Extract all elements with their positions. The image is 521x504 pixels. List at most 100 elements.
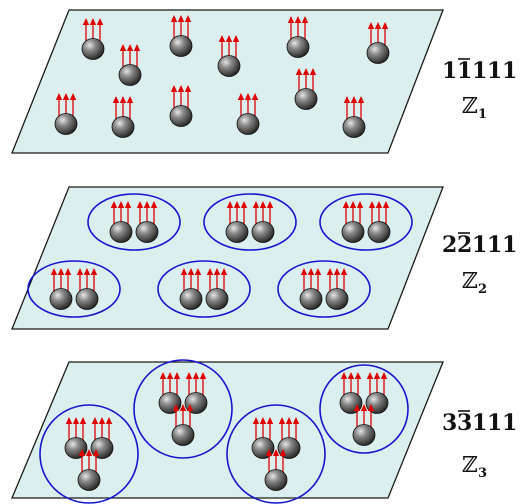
spin-arrowhead <box>173 372 181 379</box>
spin-arrowhead <box>295 68 303 75</box>
spin-arrowhead <box>192 372 200 379</box>
atom <box>118 44 142 86</box>
atom-ball <box>169 35 193 57</box>
spin-arrowhead <box>265 449 273 456</box>
spin-arrowhead <box>272 449 280 456</box>
spin-arrowhead <box>186 404 194 411</box>
spin-arrowhead <box>232 35 240 42</box>
spin-arrowhead <box>233 201 241 208</box>
atom-ball <box>205 288 229 310</box>
spin-arrowhead <box>279 449 287 456</box>
atom-ball <box>54 113 78 135</box>
atom <box>54 93 78 135</box>
spin-arrowhead <box>119 96 127 103</box>
spin-arrowhead <box>65 417 73 424</box>
spin-arrowhead <box>170 85 178 92</box>
atom-ball <box>171 424 195 446</box>
label-group-z3: ℤ 3 <box>462 453 487 481</box>
cluster-ellipse <box>319 193 413 251</box>
code-digit: 1 <box>487 58 502 84</box>
spin-arrowhead <box>124 201 132 208</box>
spin-arrowhead <box>79 417 87 424</box>
spin-arrowhead <box>349 201 357 208</box>
spin-arrowhead <box>285 417 293 424</box>
atom <box>299 268 323 310</box>
panel-z3: 3 3 1 1 1 ℤ 3 <box>11 359 517 504</box>
atom-ball <box>109 221 133 243</box>
atom <box>294 68 318 110</box>
spin-arrowhead <box>218 35 226 42</box>
atom-ball <box>179 288 203 310</box>
spin-arrowhead <box>64 268 72 275</box>
atom <box>325 268 349 310</box>
spin-arrowhead <box>166 372 174 379</box>
spin-arrowhead <box>220 268 228 275</box>
atom-ball <box>352 424 376 446</box>
spin-arrowhead <box>85 449 93 456</box>
atom <box>81 18 105 60</box>
group-index: 2 <box>478 282 487 297</box>
atom <box>135 201 159 243</box>
atom <box>109 201 133 243</box>
code-digit: 1 <box>442 58 457 84</box>
spin-arrowhead <box>194 268 202 275</box>
cluster-ellipse <box>277 260 371 318</box>
atom <box>205 268 229 310</box>
spin-arrowhead <box>184 15 192 22</box>
cluster-ellipse <box>203 193 297 251</box>
spin-arrowhead <box>126 44 134 51</box>
spin-arrowhead <box>367 22 375 29</box>
atom <box>75 268 99 310</box>
atom <box>111 96 135 138</box>
spin-arrowhead <box>78 449 86 456</box>
spin-arrowhead <box>237 93 245 100</box>
atom-ball <box>341 221 365 243</box>
spin-arrowhead <box>184 85 192 92</box>
spin-arrowhead <box>266 201 274 208</box>
atom <box>236 93 260 135</box>
atom <box>342 96 366 138</box>
spin-arrowhead <box>259 201 267 208</box>
spin-arrowhead <box>126 96 134 103</box>
spin-arrowhead <box>83 268 91 275</box>
spin-arrowhead <box>353 404 361 411</box>
spin-arrowhead <box>112 96 120 103</box>
label-code-z3: 3 3 1 1 1 <box>442 410 517 436</box>
cluster-circle <box>133 359 233 459</box>
atom-ball <box>111 116 135 138</box>
spin-arrowhead <box>374 22 382 29</box>
atom <box>171 404 195 446</box>
group-letter: ℤ <box>462 453 478 478</box>
spin-arrowhead <box>177 85 185 92</box>
atom-ball <box>251 221 275 243</box>
code-digit: 1 <box>502 232 517 258</box>
atoms-z3 <box>64 372 389 491</box>
cluster-ellipse <box>87 193 181 251</box>
spin-arrowhead <box>251 93 259 100</box>
clusters-z3 <box>39 359 409 504</box>
spin-arrowhead <box>375 201 383 208</box>
spin-arrowhead <box>136 201 144 208</box>
spin-arrowhead <box>381 22 389 29</box>
spin-arrowhead <box>252 201 260 208</box>
atom <box>77 449 101 491</box>
spin-arrowhead <box>292 417 300 424</box>
cluster-ellipse <box>27 260 121 318</box>
atom-ball <box>294 88 318 110</box>
panel-z1: 1 1 1 1 1 ℤ 1 <box>11 9 517 154</box>
spin-arrowhead <box>172 404 180 411</box>
spin-arrowhead <box>301 16 309 23</box>
spin-arrowhead <box>206 268 214 275</box>
code-digit: 1 <box>502 58 517 84</box>
atom-ball <box>299 288 323 310</box>
code-digit: 2 <box>442 232 457 258</box>
spin-arrowhead <box>368 201 376 208</box>
spin-arrowhead <box>55 93 63 100</box>
atoms-z2 <box>49 201 391 310</box>
spin-arrowhead <box>287 16 295 23</box>
spin-arrowhead <box>69 93 77 100</box>
spin-arrowhead <box>170 15 178 22</box>
spin-arrowhead <box>366 372 374 379</box>
cluster-circle <box>226 404 326 504</box>
spin-arrowhead <box>187 268 195 275</box>
